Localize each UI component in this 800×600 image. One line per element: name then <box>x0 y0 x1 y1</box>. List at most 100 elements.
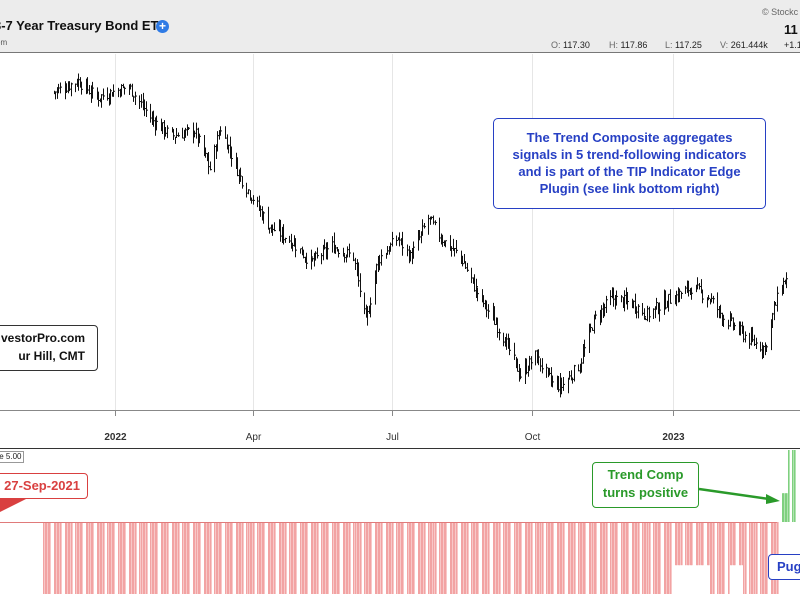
indicator-bar-negative <box>257 522 259 594</box>
indicator-bar-negative <box>636 522 638 594</box>
indicator-bar-negative <box>386 522 388 594</box>
indicator-bar-negative <box>199 522 201 594</box>
indicator-bar-negative <box>87 522 89 594</box>
indicator-bar-negative <box>707 522 709 566</box>
indicator-bar-negative <box>535 522 537 594</box>
indicator-bar-negative <box>135 522 137 594</box>
indicator-bar-negative <box>334 522 336 594</box>
indicator-bar-positive <box>786 493 788 522</box>
indicator-bar-negative <box>402 522 404 594</box>
indicator-bar-negative <box>612 522 614 594</box>
trend-composite-note: The Trend Composite aggregates signals i… <box>493 118 766 209</box>
indicator-bar-negative <box>153 522 155 594</box>
indicator-bar-negative <box>412 522 414 594</box>
indicator-bar-negative <box>152 522 154 594</box>
indicator-bar-negative <box>552 522 554 594</box>
indicator-bar-negative <box>422 522 424 594</box>
indicator-bar-negative <box>81 522 83 594</box>
indicator-bar-negative <box>465 522 467 594</box>
indicator-bar-negative <box>321 522 323 594</box>
indicator-bar-negative <box>367 522 369 594</box>
indicator-bar-negative <box>357 522 359 594</box>
indicator-bar-negative <box>765 522 767 594</box>
indicator-bar-negative <box>482 522 484 594</box>
ohlc-high: H: 117.86 <box>609 40 648 50</box>
indicator-bar-negative <box>100 522 102 594</box>
indicator-bar-negative <box>324 522 326 594</box>
indicator-bar-negative <box>217 522 219 594</box>
indicator-bar-negative <box>69 522 71 594</box>
indicator-bar-negative <box>141 522 143 594</box>
indicator-bar-negative <box>216 522 218 594</box>
indicator-bar-negative <box>77 522 79 594</box>
indicator-bar-negative <box>506 522 508 594</box>
indicator-bar-negative <box>188 522 190 594</box>
indicator-bar-negative <box>613 522 615 594</box>
indicator-bar-negative <box>451 522 453 594</box>
indicator-bar-negative <box>338 522 340 594</box>
indicator-bar-negative <box>647 522 649 594</box>
indicator-bar-negative <box>751 522 753 594</box>
indicator-bar-negative <box>632 522 634 594</box>
indicator-bar-negative <box>139 522 141 594</box>
indicator-bar-negative <box>246 522 248 594</box>
indicator-bar-negative <box>453 522 455 594</box>
indicator-bar-negative <box>644 522 646 594</box>
indicator-bar-negative <box>251 522 253 594</box>
indicator-bar-negative <box>719 522 721 594</box>
indicator-bar-negative <box>399 522 401 594</box>
indicator-bar-negative <box>353 522 355 594</box>
indicator-bar-negative <box>344 522 346 594</box>
indicator-bar-negative <box>413 522 415 594</box>
indicator-bar-negative <box>358 522 360 594</box>
header-background <box>0 0 800 52</box>
indicator-bar-negative <box>528 522 530 594</box>
indicator-bar-negative <box>529 522 531 594</box>
indicator-bar-positive <box>794 450 796 522</box>
indicator-bar-negative <box>410 522 412 594</box>
indicator-bar-negative <box>294 522 296 594</box>
indicator-bar-negative <box>699 522 701 566</box>
indicator-bar-negative <box>668 522 670 594</box>
indicator-bar-negative <box>520 522 522 594</box>
indicator-bar-negative <box>428 522 430 594</box>
indicator-bar-negative <box>346 522 348 594</box>
indicator-bar-negative <box>749 522 751 594</box>
indicator-bar-negative <box>569 522 571 594</box>
indicator-bar-negative <box>450 522 452 594</box>
indicator-bar-negative <box>571 522 573 594</box>
indicator-bar-negative <box>763 522 765 594</box>
indicator-bar-negative <box>549 522 551 594</box>
indicator-bar-negative <box>610 522 612 594</box>
indicator-bar-negative <box>473 522 475 594</box>
indicator-bar-negative <box>516 522 518 594</box>
indicator-bar-negative <box>690 522 692 566</box>
indicator-bar-negative <box>615 522 617 594</box>
indicator-bar-positive <box>783 493 785 522</box>
indicator-bar-negative <box>584 522 586 594</box>
indicator-bar-negative <box>711 522 713 594</box>
indicator-bar-negative <box>370 522 372 594</box>
add-plus-icon[interactable]: + <box>156 20 169 33</box>
indicator-bar-negative <box>242 522 244 594</box>
indicator-bar-negative <box>97 522 99 594</box>
indicator-bar-negative <box>124 522 126 594</box>
indicator-bar-negative <box>499 522 501 594</box>
indicator-bar-negative <box>467 522 469 594</box>
indicator-bar-negative <box>445 522 447 594</box>
indicator-bar-negative <box>208 522 210 594</box>
indicator-bar-negative <box>55 522 57 594</box>
indicator-bar-negative <box>240 522 242 594</box>
indicator-bar-negative <box>421 522 423 594</box>
indicator-bar-negative <box>696 522 698 566</box>
indicator-bar-negative <box>165 522 167 594</box>
indicator-bar-negative <box>649 522 651 594</box>
indicator-bar-negative <box>123 522 125 594</box>
indicator-bar-negative <box>121 522 123 594</box>
indicator-bar-negative <box>263 522 265 594</box>
indicator-bar-negative <box>231 522 233 594</box>
indicator-bar-negative <box>701 522 703 566</box>
indicator-bar-negative <box>326 522 328 594</box>
indicator-bar-negative <box>167 522 169 594</box>
plugin-link-note[interactable]: Pug <box>768 554 800 580</box>
